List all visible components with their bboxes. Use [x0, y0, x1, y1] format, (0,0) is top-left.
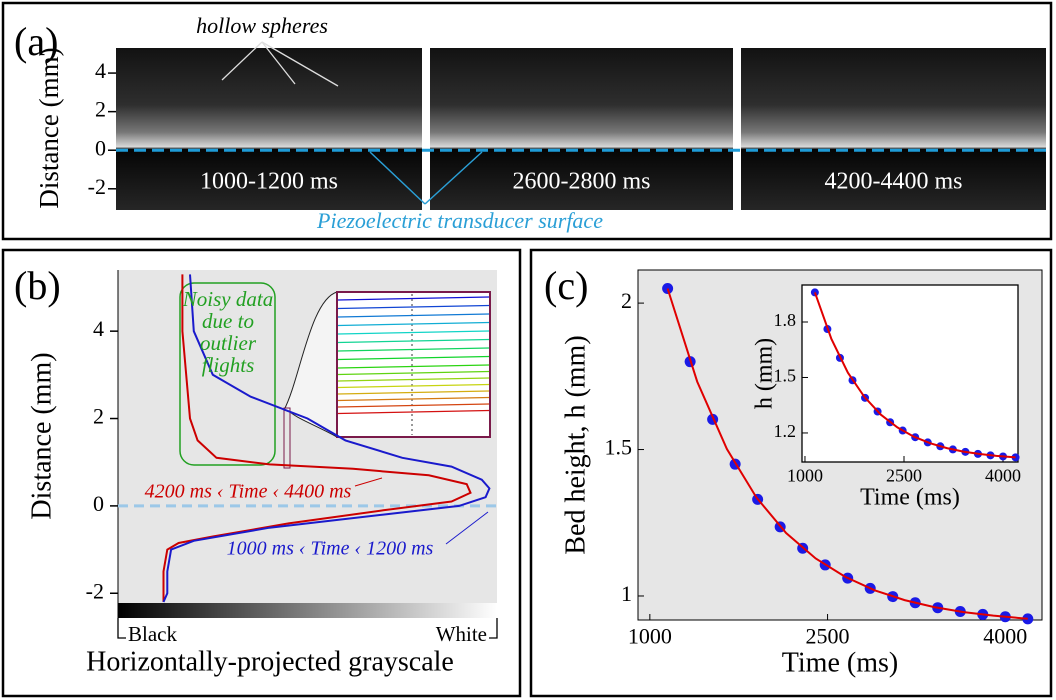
pointer [221, 41, 263, 81]
annotation: Piezoelectric transducer surface [316, 208, 603, 233]
y-tick-label: 2 [95, 97, 106, 122]
frame-label: 4200-4400 ms [825, 169, 963, 195]
inset-plot [801, 284, 1019, 463]
y-tick-label: 0 [93, 491, 104, 516]
panel-b-frame [1, 248, 522, 698]
data-line [162, 274, 491, 603]
x-tick-label: 1000 [787, 465, 823, 485]
pointer [369, 151, 426, 205]
y-tick-label: 1.8 [774, 310, 797, 330]
y-tick-label: 1 [621, 581, 632, 606]
y-tick-label: 2 [621, 288, 632, 313]
zoom-curve [337, 377, 490, 382]
zoom-inset [336, 291, 491, 438]
zoom-curve [337, 347, 490, 352]
data-point [662, 282, 674, 294]
y-tick-label: 4 [93, 316, 104, 341]
zoom-curve [337, 383, 490, 389]
zoom-curve [337, 330, 490, 335]
x-axis-label: Horizontally-projected grayscale [86, 646, 454, 677]
zoom-curve [337, 296, 490, 301]
zoom-curve [337, 409, 490, 415]
frame-label: 1000-1200 ms [200, 169, 338, 195]
x-axis-label: Time (ms) [860, 484, 960, 510]
y-tick-label: 1.5 [605, 435, 633, 460]
x-tick [117, 618, 126, 639]
y-tick-label: 1.5 [774, 366, 797, 386]
y-tick-label: 4 [95, 58, 106, 83]
image-frame [430, 48, 733, 210]
y-tick-label: 0 [95, 135, 106, 160]
x-tick-label: Black [128, 622, 177, 646]
x-tick [489, 618, 498, 639]
pointer [261, 41, 339, 87]
y-tick-label: -2 [86, 578, 104, 603]
x-tick-label: White [436, 622, 487, 646]
image-frame [116, 48, 422, 210]
y-axis-label: h (mm) [752, 338, 778, 409]
image-frame [741, 48, 1046, 210]
series-label: 1000 ms ‹ Time ‹ 1200 ms [227, 538, 434, 560]
frame-label: 2600-2800 ms [513, 169, 651, 195]
zoom-curve [337, 396, 490, 402]
data-line [813, 292, 1016, 459]
pointer [354, 477, 383, 487]
y-tick-label: -2 [88, 174, 106, 199]
y-tick-label: 2 [93, 404, 104, 429]
annotation: hollow spheres [196, 13, 328, 38]
x-tick-label: 1000 [628, 624, 672, 649]
panel-label: (a) [14, 19, 58, 64]
zoom-curve [337, 390, 490, 395]
colorbar [118, 603, 497, 618]
zoom-curve [337, 321, 490, 327]
zoom-curve [337, 304, 490, 310]
zoom-curve [337, 338, 490, 344]
y-tick-label: 1.2 [774, 421, 797, 441]
x-axis-label: Time (ms) [782, 648, 898, 679]
x-tick-label: 4000 [983, 624, 1027, 649]
zoom-frame [336, 291, 491, 438]
zoom-curve [337, 403, 490, 408]
data-line [162, 274, 472, 602]
data-point [810, 288, 819, 297]
panel-c-frame [529, 248, 1053, 698]
data-line [666, 288, 1028, 620]
pointer [445, 511, 489, 545]
pointer [424, 151, 483, 205]
noisy-box [179, 282, 276, 466]
pointer [261, 41, 296, 85]
zoom-curve [337, 355, 490, 361]
panel-label: (c) [544, 263, 588, 308]
zoom-curve [337, 364, 490, 369]
y-axis-label: Distance (mm) [34, 47, 64, 208]
noisy-annotation: Noisy data due to outlier flights [182, 287, 274, 377]
zoom-region [283, 407, 291, 469]
zoom-curve [337, 313, 490, 318]
panel-a-frame [1, 1, 1053, 241]
zoom-curve [337, 370, 490, 376]
x-tick-label: 2500 [886, 465, 922, 485]
panel-label: (b) [14, 263, 61, 308]
x-tick-label: 2500 [806, 624, 850, 649]
y-axis-label: Distance (mm) [26, 352, 57, 519]
y-axis-label: Bed height, h (mm) [560, 335, 591, 554]
series-label: 4200 ms ‹ Time ‹ 4400 ms [145, 481, 352, 503]
x-tick-label: 4000 [985, 465, 1021, 485]
